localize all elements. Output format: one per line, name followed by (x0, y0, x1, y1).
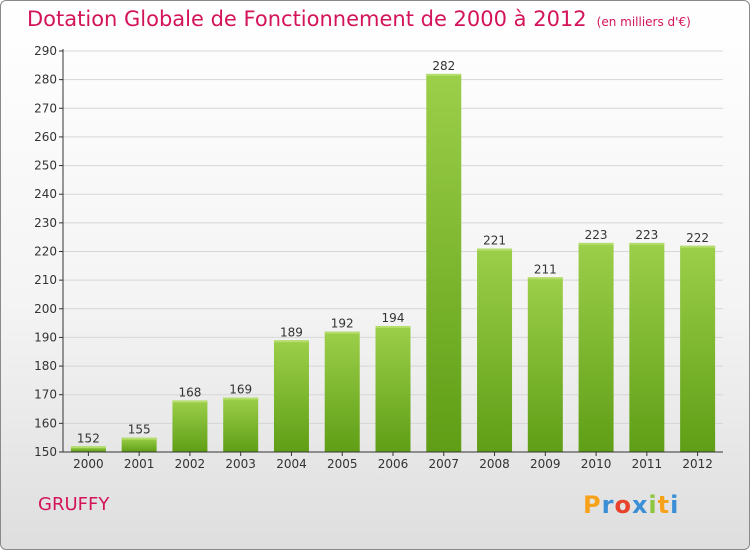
data-label: 194 (382, 311, 405, 325)
bar-highlight (223, 397, 259, 400)
x-tick-label: 2007 (428, 457, 459, 471)
commune-name: GRUFFY (38, 494, 110, 515)
y-tick-label: 210 (34, 273, 57, 287)
x-tick-label: 2000 (73, 457, 104, 471)
data-label: 192 (331, 317, 354, 331)
bar-highlight (426, 73, 462, 76)
data-label: 282 (432, 59, 455, 73)
bar (527, 277, 563, 452)
x-tick-label: 2005 (327, 457, 358, 471)
title-text: Dotation Globale de Fonctionnement de 20… (27, 7, 587, 31)
y-tick-label: 220 (34, 245, 57, 259)
logo-letter: o (614, 491, 632, 519)
bar-highlight (273, 340, 309, 343)
x-tick-label: 2004 (276, 457, 307, 471)
logo-letter: i (670, 491, 680, 519)
x-tick-label: 2003 (225, 457, 256, 471)
bar (324, 331, 360, 452)
data-label: 155 (128, 423, 151, 437)
data-label: 222 (686, 231, 709, 245)
bar (680, 245, 716, 452)
data-label: 152 (77, 431, 100, 445)
x-tick-label: 2009 (530, 457, 561, 471)
bar-highlight (121, 437, 157, 440)
y-tick-label: 240 (34, 187, 57, 201)
bar-highlight (70, 446, 106, 449)
bar-highlight (629, 242, 665, 245)
bar (426, 73, 462, 453)
bar (223, 397, 259, 452)
y-tick-label: 260 (34, 130, 57, 144)
x-tick-label: 2012 (682, 457, 713, 471)
y-tick-label: 270 (34, 101, 57, 115)
y-tick-label: 180 (34, 359, 57, 373)
bar (578, 242, 614, 452)
data-label: 169 (229, 383, 252, 397)
bar-highlight (680, 245, 716, 248)
x-tick-label: 2002 (175, 457, 206, 471)
logo-letter: t (657, 491, 671, 519)
y-tick-label: 280 (34, 73, 57, 87)
bar-highlight (578, 242, 614, 245)
logo-letter: x (631, 491, 649, 519)
bar (375, 325, 411, 452)
logo-letter: r (601, 491, 615, 519)
x-tick-label: 2008 (479, 457, 510, 471)
bar (70, 446, 106, 452)
x-tick-label: 2011 (632, 457, 663, 471)
unit-note: (en milliers d'€) (596, 15, 691, 29)
bar-highlight (375, 325, 411, 328)
y-tick-label: 250 (34, 159, 57, 173)
chart-title: Dotation Globale de Fonctionnement de 20… (27, 7, 691, 31)
y-tick-label: 290 (34, 44, 57, 58)
data-label: 223 (635, 228, 658, 242)
x-tick-label: 2010 (581, 457, 612, 471)
proxiti-logo: Proxiti (583, 491, 679, 519)
bar-highlight (527, 277, 563, 280)
y-tick-label: 150 (34, 445, 57, 459)
data-label: 168 (178, 385, 201, 399)
y-tick-label: 190 (34, 330, 57, 344)
data-label: 189 (280, 325, 303, 339)
data-label: 223 (585, 228, 608, 242)
bar (629, 242, 665, 452)
data-label: 221 (483, 234, 506, 248)
bar (273, 340, 309, 452)
bar-highlight (324, 331, 360, 334)
y-tick-label: 230 (34, 216, 57, 230)
data-label: 211 (534, 262, 557, 276)
bar (121, 437, 157, 452)
logo-letter: P (583, 491, 602, 519)
y-tick-label: 160 (34, 416, 57, 430)
bar (172, 400, 208, 452)
y-tick-label: 200 (34, 302, 57, 316)
x-tick-label: 2001 (124, 457, 155, 471)
x-tick-label: 2006 (378, 457, 409, 471)
bar (477, 248, 513, 452)
bar-highlight (477, 248, 513, 251)
logo-letter: i (648, 491, 658, 519)
bar-highlight (172, 400, 208, 403)
y-tick-label: 170 (34, 388, 57, 402)
